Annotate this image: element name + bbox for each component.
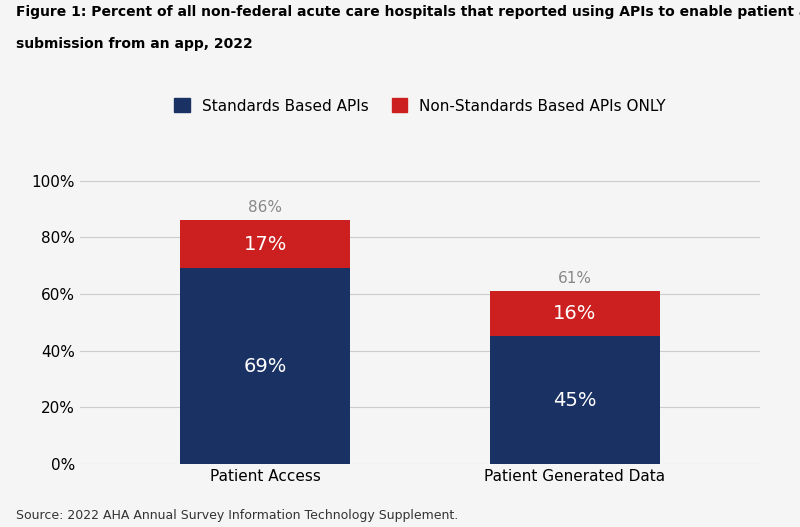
Text: 86%: 86% <box>249 200 282 215</box>
Text: 17%: 17% <box>244 235 287 254</box>
Bar <box>181 220 350 268</box>
Bar <box>490 336 659 464</box>
Text: 61%: 61% <box>558 271 591 286</box>
Bar <box>181 268 350 464</box>
Text: 45%: 45% <box>553 391 596 409</box>
Text: submission from an app, 2022: submission from an app, 2022 <box>16 37 253 51</box>
Text: Source: 2022 AHA Annual Survey Information Technology Supplement.: Source: 2022 AHA Annual Survey Informati… <box>16 509 458 522</box>
Text: Figure 1: Percent of all non-federal acute care hospitals that reported using AP: Figure 1: Percent of all non-federal acu… <box>16 5 800 19</box>
Text: 16%: 16% <box>553 304 596 323</box>
Bar <box>490 291 659 336</box>
Legend: Standards Based APIs, Non-Standards Based APIs ONLY: Standards Based APIs, Non-Standards Base… <box>174 99 666 113</box>
Text: 69%: 69% <box>244 357 287 376</box>
